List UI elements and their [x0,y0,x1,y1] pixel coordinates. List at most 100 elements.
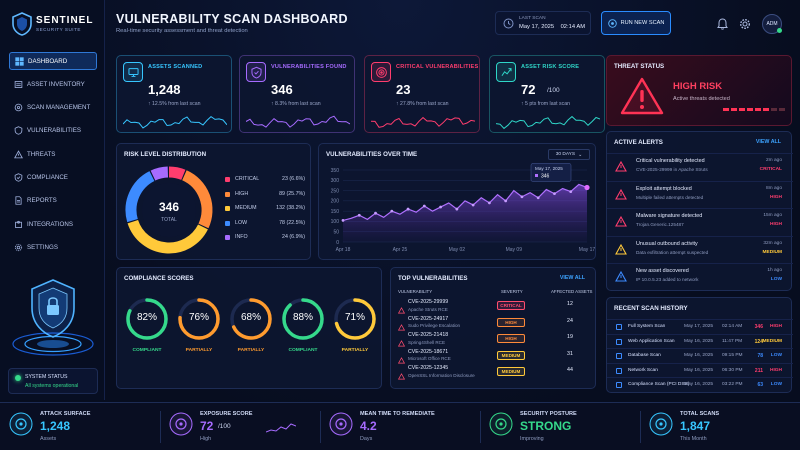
gauge-label: COMPLIANT [132,348,162,353]
y-tick-label: 150 [331,209,340,215]
table-row[interactable]: CVE-2025-21418 Spring4Shell RCE HIGH 19 [391,331,597,347]
alert-subtitle: CVE-2025-29999 in Apache Struts [636,167,708,172]
stat-card-value: 72 [521,82,536,97]
scan-history-row[interactable]: Compliance Scan (PCI DSS) May 16, 2025 03:… [607,377,793,391]
scan-history-row[interactable]: Full System Scan May 17, 2025 02:14 AM 346 H… [607,319,793,333]
alert-title: Malware signature detected [636,213,703,219]
alert-item[interactable]: Malware signature detected Trojan.Generic… [607,208,793,234]
table-row[interactable]: CVE-2025-18671 Microsoft Office RCE MEDIUM… [391,348,597,364]
compliance-gauge[interactable] [332,296,378,342]
online-dot [777,28,782,33]
bell-icon[interactable] [717,18,728,30]
donut-slice-high[interactable] [181,170,213,229]
stat-card-label: ASSETS SCANNED [148,64,203,70]
sidebar-item-dashboard[interactable]: DASHBOARD [9,52,97,70]
stat-card-vulnerabilities-found[interactable]: VULNERABILITIES FOUND 346 ↑ 8.3% from last… [239,55,355,133]
data-point[interactable] [341,219,345,222]
sidebar-item-compliance[interactable]: COMPLIANCE [9,169,97,187]
alert-item[interactable]: Exploit attempt blocked Multiple failed a… [607,180,793,207]
stat-card-suffix: /100 [547,87,560,94]
alerts-view-all-link[interactable]: VIEW ALL [755,139,781,145]
alert-subtitle: Data exfiltration attempt suspected [636,249,709,255]
scan-history-row[interactable]: Web Application Scan May 16, 2025 11:47 PM… [607,333,793,348]
alert-item[interactable]: Unusual outbound activity Data exfiltrati… [607,235,793,262]
metric-exposure-score[interactable]: EXPOSURE SCORE 72/100 High [160,403,320,450]
data-point[interactable] [553,192,556,196]
donut-slice-medium[interactable] [127,219,208,254]
donut-slice-info[interactable] [150,166,169,181]
data-point[interactable] [390,209,394,213]
sidebar-item-reports[interactable]: REPORTS [9,192,97,210]
gear-icon[interactable] [739,18,751,30]
data-point[interactable] [455,207,459,211]
alert-time: 8m ago [766,185,782,191]
sidebar-item-threats[interactable]: THREATS [9,145,97,163]
donut-slice-critical[interactable] [168,166,186,181]
sidebar-item-asset-inventory[interactable]: ASSET INVENTORY [9,75,97,93]
metric-sub: Assets [40,436,57,442]
stat-card-delta: ↑ 5 pts from last scan [521,101,571,107]
alert-subtitle: Trojan.Generic.125487 [636,222,684,227]
alert-item[interactable]: New asset discovered IP 10.0.5.23 added t… [607,263,793,289]
alert-item[interactable]: Critical vulnerability detected CVE-2025-… [607,153,793,179]
data-point[interactable] [357,213,361,217]
scan-name: Web Application Scan [628,338,675,344]
divider [480,411,481,443]
col-vulnerability: VULNERABILITY [398,289,433,294]
compliance-gauge[interactable] [280,296,326,342]
brand-logo[interactable]: SENTINEL SECURITY SUITE [12,12,102,38]
compliance-gauge[interactable] [176,296,222,342]
data-point[interactable] [520,195,524,199]
scan-history-row[interactable]: Database Scan May 16, 2025 09:15 PM 78 LOW [607,348,793,362]
legend-swatch [225,235,230,240]
bottom-metrics-bar: ATTACK SURFACE 1,248 Assets EXPOSURE SCORE 7… [0,402,800,450]
metric-attack-surface[interactable]: ATTACK SURFACE 1,248 Assets [0,403,160,450]
metric-total-scans[interactable]: TOTAL SCANS 1,847 This Month [640,403,800,450]
gauge-fill [282,298,324,340]
scan-history-row[interactable]: Network Scan May 16, 2025 06:30 PM 211 HIGH [607,362,793,377]
legend-value: 89 (25.7%) [279,190,305,197]
data-point[interactable] [584,184,590,191]
brand-name: SENTINEL [36,15,94,26]
sidebar-item-settings[interactable]: SETTINGS [9,238,97,256]
threat-status-panel: THREAT STATUS HIGH RISK Active threats d… [606,55,792,126]
alert-severity: HIGH [770,222,782,227]
top-vulns-view-all-link[interactable]: VIEW ALL [559,275,585,281]
compliance-gauge[interactable] [228,296,274,342]
metric-security-posture[interactable]: SECURITY POSTURE STRONG Improving [480,403,640,450]
data-point[interactable] [422,204,426,208]
vuln-name: Spring4Shell RCE [408,339,446,345]
data-point[interactable] [536,196,540,200]
alert-subtitle: Multiple failed attempts detected [636,194,704,200]
donut-slice-low[interactable] [125,171,155,223]
stat-card-critical-vulnerabilities[interactable]: CRITICAL VULNERABILITIES 23 ↑ 27.8% from l… [364,55,480,133]
table-row[interactable]: CVE-2025-24917 Sudo Privilege Escalation H… [391,315,597,331]
stat-card-asset-risk-score[interactable]: ASSET RISK SCORE 72/100 ↑ 5 pts from last … [489,55,605,133]
data-point[interactable] [504,199,508,203]
sidebar-item-vulnerabilities[interactable]: VULNERABILITIES [9,122,97,140]
data-point[interactable] [471,203,475,207]
stat-card-assets-scanned[interactable]: ASSETS SCANNED 1,248 ↑ 12.5% from last sca… [116,55,232,133]
y-tick-label: 250 [331,188,340,194]
metric-sub: This Month [680,436,707,442]
table-row[interactable]: CVE-2025-12345 OpenSSL Information Disclo… [391,364,597,380]
data-point[interactable] [569,190,573,193]
avatar[interactable]: ADM [762,14,782,34]
gauge-fill [230,298,272,340]
alert-warning-icon [615,214,627,232]
data-point[interactable] [488,201,491,205]
data-point[interactable] [439,205,442,209]
col-severity: SEVERITY [501,289,523,294]
sidebar-item-scan-management[interactable]: SCAN MANAGEMENT [9,99,97,117]
run-new-scan-button[interactable]: RUN NEW SCAN [601,11,671,35]
metric-mean-time-to-remediate[interactable]: MEAN TIME TO REMEDIATE 4.2 Days [320,403,480,450]
table-row[interactable]: CVE-2025-29999 Apache Struts RCE CRITICAL 1… [391,298,597,314]
range-select[interactable]: 30 DAYS ⌄ [548,149,590,160]
data-point[interactable] [374,211,377,215]
compliance-gauge[interactable] [124,296,170,342]
vuln-warning-icon [397,367,406,385]
data-point[interactable] [406,207,410,211]
scan-count: 124 [754,338,763,345]
sidebar-item-integrations[interactable]: INTEGRATIONS [9,215,97,233]
clock-icon [503,18,514,29]
